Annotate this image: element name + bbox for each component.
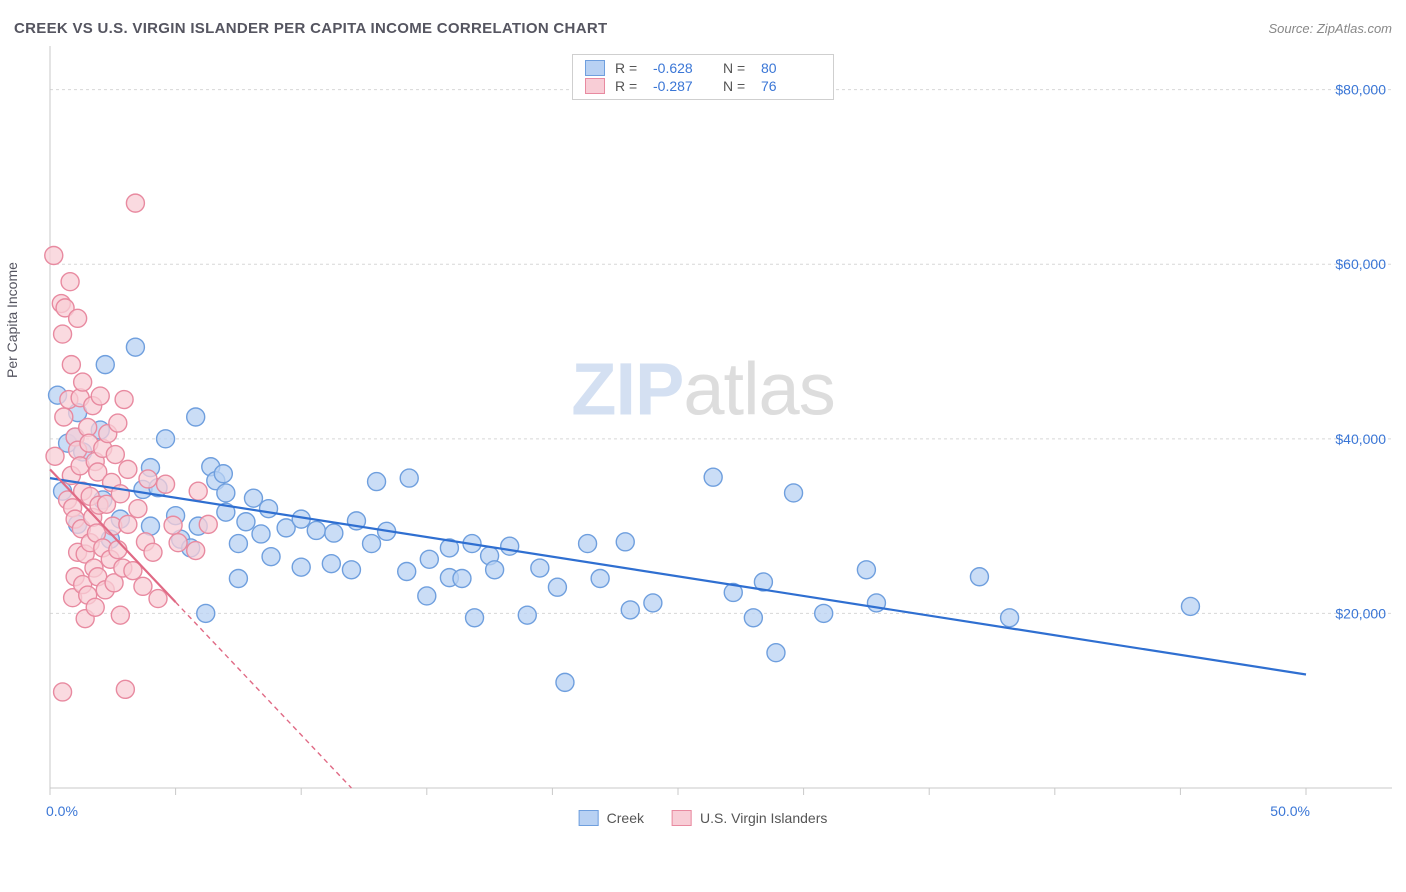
series-swatch <box>585 78 605 94</box>
svg-text:$40,000: $40,000 <box>1335 431 1386 447</box>
y-axis-label: Per Capita Income <box>4 262 20 378</box>
stats-row: R = -0.628 N = 80 <box>585 59 821 77</box>
chart-title: CREEK VS U.S. VIRGIN ISLANDER PER CAPITA… <box>14 20 607 37</box>
stats-row: R = -0.287 N = 76 <box>585 77 821 95</box>
scatter-chart: $20,000 $40,000 $60,000 $80,000 0.0% 50.0% <box>14 46 1392 826</box>
legend-label: U.S. Virgin Islanders <box>700 810 827 826</box>
svg-text:50.0%: 50.0% <box>1270 803 1310 819</box>
legend-swatch <box>672 810 692 826</box>
r-value: -0.628 <box>653 60 713 76</box>
n-label: N = <box>723 78 751 94</box>
n-value: 76 <box>761 78 821 94</box>
svg-text:$60,000: $60,000 <box>1335 256 1386 272</box>
svg-text:$20,000: $20,000 <box>1335 605 1386 621</box>
r-value: -0.287 <box>653 78 713 94</box>
source-attribution: Source: ZipAtlas.com <box>1268 21 1392 36</box>
legend-swatch <box>579 810 599 826</box>
r-label: R = <box>615 60 643 76</box>
legend-item: U.S. Virgin Islanders <box>672 810 827 826</box>
svg-text:$80,000: $80,000 <box>1335 82 1386 98</box>
legend-item: Creek <box>579 810 644 826</box>
n-value: 80 <box>761 60 821 76</box>
series-swatch <box>585 60 605 76</box>
svg-text:0.0%: 0.0% <box>46 803 78 819</box>
n-label: N = <box>723 60 751 76</box>
chart-header: CREEK VS U.S. VIRGIN ISLANDER PER CAPITA… <box>14 20 1392 37</box>
chart-container: Per Capita Income ZIPatlas $20,000$40,00… <box>14 46 1392 826</box>
correlation-stats-box: R = -0.628 N = 80 R = -0.287 N = 76 <box>572 54 834 100</box>
legend-label: Creek <box>607 810 644 826</box>
series-legend: Creek U.S. Virgin Islanders <box>579 810 828 826</box>
r-label: R = <box>615 78 643 94</box>
